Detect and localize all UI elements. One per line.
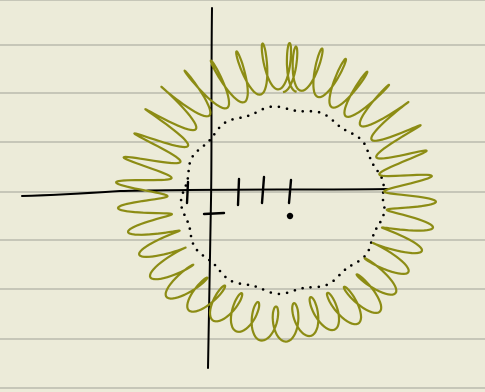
circle-dot (196, 149, 200, 152)
coordinate-axes (21, 7, 389, 369)
circle-dot (325, 114, 328, 117)
circle-dot (186, 177, 190, 180)
circle-dot (350, 264, 353, 267)
dotted-circle (179, 105, 386, 296)
tick-mark (185, 180, 190, 205)
circle-dot (188, 162, 191, 165)
circle-dot (381, 198, 385, 202)
circle-dot (293, 109, 297, 112)
circle-dot (179, 198, 183, 202)
circle-dot (239, 116, 242, 119)
circle-dot (368, 156, 372, 160)
circle-dot (183, 213, 186, 216)
circle-dot (213, 263, 217, 267)
center-point (286, 212, 294, 220)
circle-dot (261, 107, 265, 111)
circle-dot (254, 111, 257, 115)
circle-dot (357, 136, 361, 140)
circle-dot (382, 213, 385, 217)
circle-dot (343, 268, 347, 272)
y-axis-line (207, 7, 213, 369)
circle-dot (195, 248, 199, 252)
circle-dot (246, 283, 250, 287)
circle-dot (231, 118, 234, 121)
circle-dot (180, 206, 183, 209)
circle-dot (191, 155, 194, 158)
circle-dot (218, 269, 222, 273)
circle-dot (380, 176, 383, 179)
circle-dot (217, 126, 221, 130)
circle-dot (301, 110, 305, 113)
circle-dot (372, 234, 375, 237)
circle-dot (261, 288, 265, 291)
axis-tick-marks (185, 175, 293, 216)
tick-mark (287, 178, 293, 205)
circle-dot (382, 183, 385, 187)
circle-dot (337, 124, 341, 128)
circle-dot (367, 248, 371, 252)
tick-mark (236, 177, 241, 207)
circle-dot (213, 133, 216, 136)
circle-dot (191, 242, 195, 245)
circle-dot (325, 283, 329, 287)
x-axis-line (21, 188, 389, 197)
circle-dot (383, 206, 386, 209)
circle-dot (184, 184, 188, 187)
circle-dot (379, 220, 382, 224)
circle-dot (181, 191, 185, 194)
circle-dot (366, 149, 369, 153)
circle-dot (186, 220, 189, 223)
tick-mark (202, 211, 226, 216)
circle-dot (331, 119, 335, 122)
circle-dot (254, 285, 257, 288)
circle-dot (309, 109, 313, 113)
circle-dot (363, 142, 366, 145)
circle-dot (246, 114, 250, 118)
circle-dot (338, 273, 341, 277)
circle-dot (188, 227, 192, 230)
circle-dot (285, 107, 289, 110)
circle-dot (277, 105, 281, 109)
circle-dot (343, 128, 347, 132)
tick-mark (260, 175, 266, 205)
circle-dot (285, 291, 289, 295)
circle-dot (375, 227, 378, 230)
circle-dot (230, 280, 234, 283)
circle-dot (309, 286, 312, 289)
circle-dot (332, 279, 335, 283)
circle-dot (187, 169, 190, 173)
circle-dot (301, 286, 304, 290)
circle-dot (372, 163, 375, 166)
circle-dot (223, 121, 227, 124)
circle-dot (277, 292, 281, 296)
circle-dot (376, 169, 379, 173)
circle-dot (238, 282, 242, 285)
wavy-scribble-ring (115, 42, 437, 343)
circle-dot (201, 254, 205, 257)
circle-dot (208, 139, 211, 142)
circle-dot (202, 144, 206, 147)
circle-dot (224, 275, 227, 279)
circle-dot (293, 289, 297, 292)
circle-dot (317, 110, 321, 114)
circle-dot (363, 255, 366, 258)
circle-dot (357, 260, 360, 263)
circle-dot (189, 234, 193, 238)
circle-dot (269, 105, 273, 108)
circle-dot (351, 132, 354, 135)
circle-dot (317, 285, 321, 289)
circle-dot (269, 291, 273, 294)
